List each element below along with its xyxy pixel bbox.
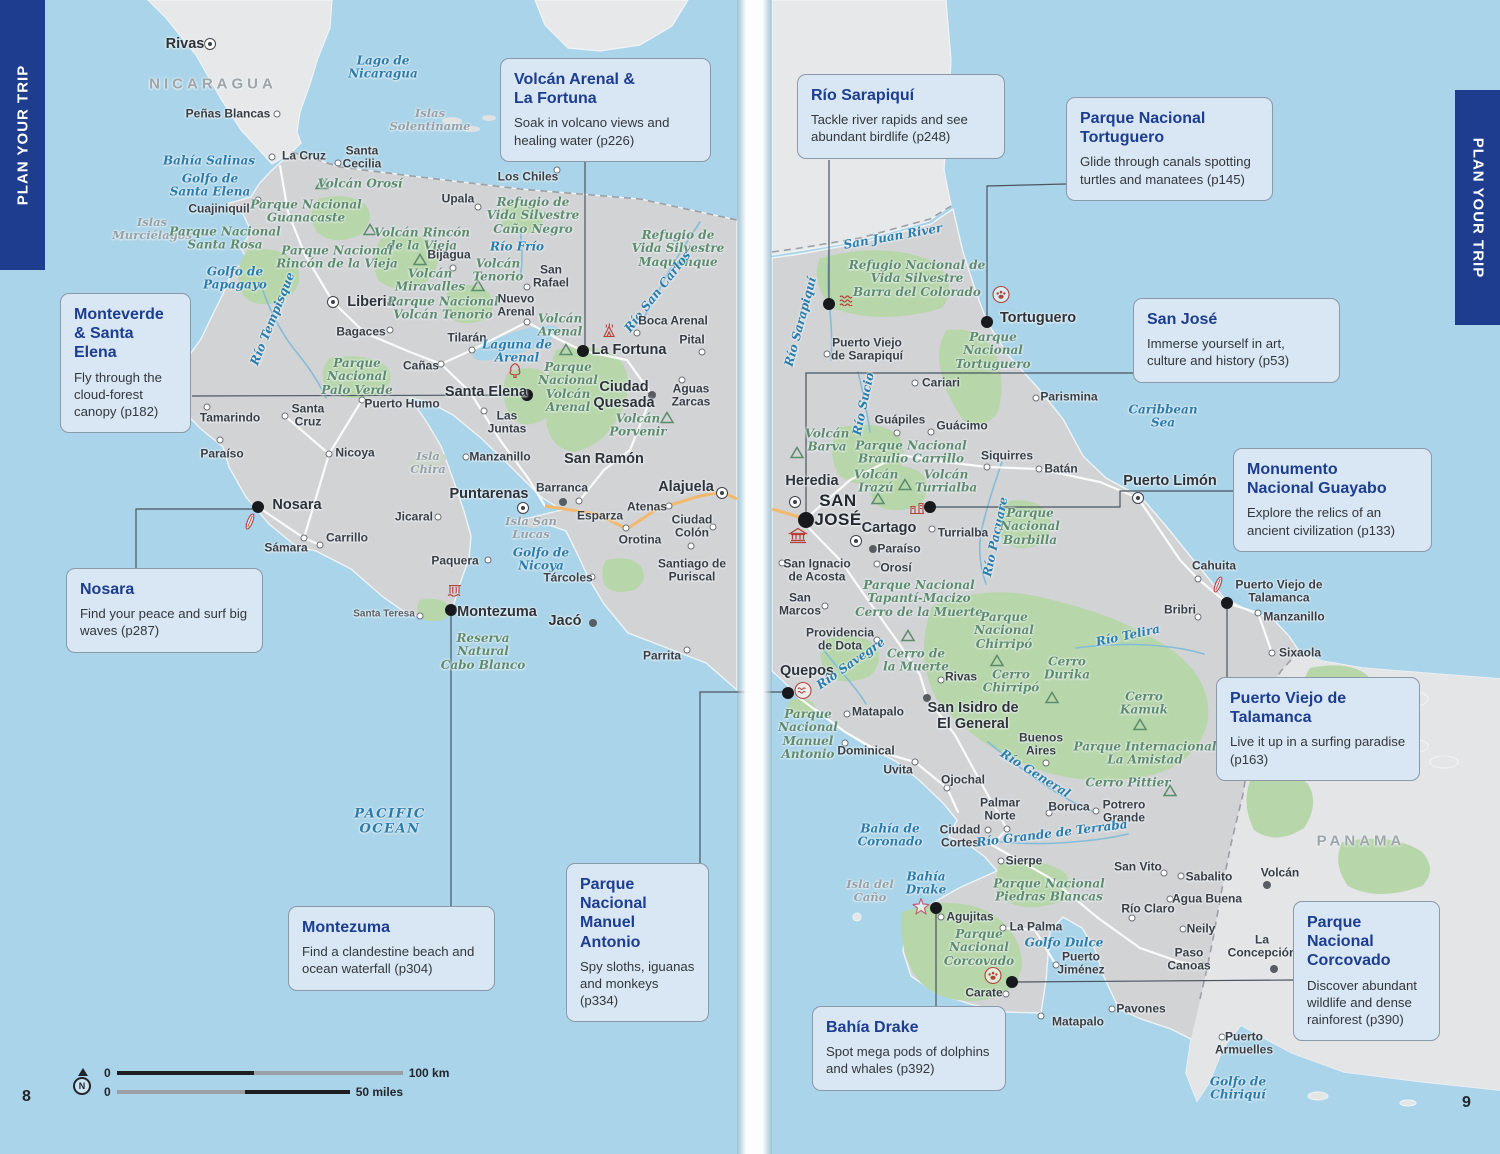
page-number-right: 9 bbox=[1462, 1094, 1471, 1111]
page-gutter bbox=[737, 0, 772, 1154]
callout-bahia-drake: Bahía Drake Spot mega pods of dolphins a… bbox=[812, 1006, 1006, 1091]
north-arrow-icon bbox=[78, 1067, 88, 1076]
callout-body: Glide through canals spotting turtles an… bbox=[1080, 154, 1251, 187]
callout-puerto-viejo-de-talamanca: Puerto Viejo de Talamanca Live it up in … bbox=[1216, 677, 1420, 781]
plan-your-trip-tab-left: PLAN YOUR TRIP bbox=[0, 0, 45, 270]
callout-body: Soak in volcano views and healing water … bbox=[514, 115, 670, 148]
compass-ring: N bbox=[73, 1076, 91, 1095]
callout-body: Live it up in a surfing paradise (p163) bbox=[1230, 734, 1406, 767]
callout-monteverde-santa-elena: Monteverde & Santa Elena Fly through the… bbox=[60, 293, 191, 434]
page-number-left: 8 bbox=[22, 1088, 31, 1105]
callout-body: Explore the relics of an ancient civiliz… bbox=[1247, 505, 1396, 538]
scale-zero-miles: 0 bbox=[104, 1085, 111, 1099]
callout-body: Spot mega pods of dolphins and whales (p… bbox=[826, 1044, 990, 1077]
callout-title: Monteverde & Santa Elena bbox=[74, 306, 164, 362]
callout-parque-nacional-corcovado: Parque Nacional Corcovado Discover abund… bbox=[1293, 901, 1440, 1042]
scale-km-label: 100 km bbox=[408, 1066, 450, 1080]
callout-body: Find a clandestine beach and ocean water… bbox=[302, 944, 475, 977]
callout-body: Immerse yourself in art, culture and his… bbox=[1147, 336, 1290, 369]
callout-title: San José bbox=[1147, 311, 1218, 328]
callout-nosara: Nosara Find your peace and surf big wave… bbox=[66, 568, 263, 653]
scale-zero-km: 0 bbox=[104, 1066, 111, 1080]
map-scale-bar: N 0 100 km 0 50 miles bbox=[72, 1066, 449, 1099]
callout-body: Fly through the cloud-forest canopy (p18… bbox=[74, 369, 162, 419]
scale-bar-miles bbox=[116, 1090, 350, 1094]
callout-body: Find your peace and surf big waves (p287… bbox=[80, 606, 248, 639]
scale-row-miles: 0 50 miles bbox=[104, 1085, 449, 1099]
callout-title: Bahía Drake bbox=[826, 1019, 919, 1036]
callout-monumento-nacional-guayabo: Monumento Nacional Guayabo Explore the r… bbox=[1233, 448, 1432, 552]
callout-title: Volcán Arenal & La Fortuna bbox=[514, 71, 635, 108]
callout-title: Puerto Viejo de Talamanca bbox=[1230, 690, 1347, 727]
plan-your-trip-tab-right: PLAN YOUR TRIP bbox=[1455, 90, 1500, 325]
callout-title: Parque Nacional Tortuguero bbox=[1080, 110, 1206, 147]
callout-rio-sarapiqui: Río Sarapiquí Tackle river rapids and se… bbox=[797, 74, 1005, 159]
callout-san-jose: San José Immerse yourself in art, cultur… bbox=[1133, 298, 1340, 383]
north-compass-icon: N bbox=[72, 1067, 94, 1098]
plan-your-trip-label: PLAN YOUR TRIP bbox=[1469, 137, 1486, 278]
callout-title: Río Sarapiquí bbox=[811, 87, 915, 104]
callout-montezuma: Montezuma Find a clandestine beach and o… bbox=[288, 906, 495, 991]
callout-body: Spy sloths, iguanas and monkeys (p334) bbox=[580, 958, 695, 1009]
callout-title: Monumento Nacional Guayabo bbox=[1247, 461, 1387, 498]
scale-row-km: 0 100 km bbox=[104, 1066, 449, 1080]
callout-parque-nacional-manuel-antonio: Parque Nacional Manuel Antonio Spy sloth… bbox=[566, 863, 709, 1023]
scale-rows: 0 100 km 0 50 miles bbox=[104, 1066, 449, 1099]
callout-title: Montezuma bbox=[302, 919, 390, 936]
callout-title: Parque Nacional Corcovado bbox=[1307, 914, 1391, 970]
callout-title: Parque Nacional Manuel Antonio bbox=[580, 876, 647, 951]
callout-volcan-arenal-la-fortuna: Volcán Arenal & La Fortuna Soak in volca… bbox=[500, 58, 711, 162]
plan-your-trip-label: PLAN YOUR TRIP bbox=[14, 64, 31, 206]
scale-bar-km bbox=[116, 1071, 403, 1075]
callout-body: Tackle river rapids and see abundant bir… bbox=[811, 112, 968, 145]
callout-title: Nosara bbox=[80, 581, 135, 598]
callout-body: Discover abundant wildlife and dense rai… bbox=[1307, 977, 1417, 1027]
callout-leader-lines bbox=[135, 160, 1294, 1006]
callout-parque-nacional-tortuguero: Parque Nacional Tortuguero Glide through… bbox=[1066, 97, 1273, 201]
scale-miles-label: 50 miles bbox=[355, 1085, 404, 1099]
